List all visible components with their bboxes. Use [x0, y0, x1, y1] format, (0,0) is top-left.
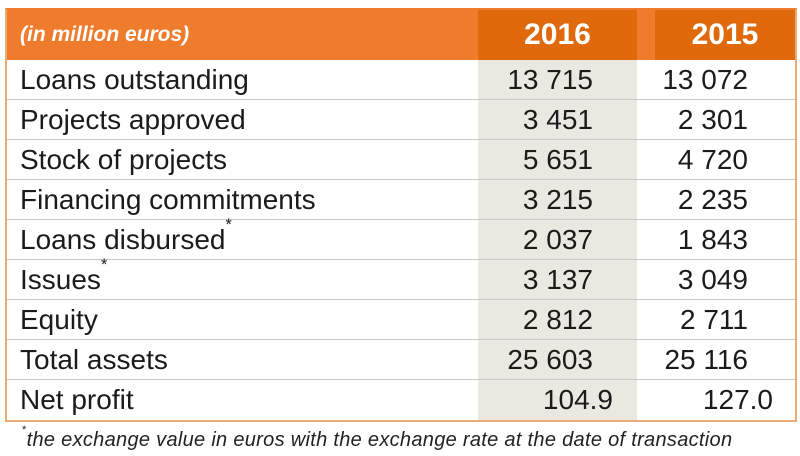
value-2015: 1 843 [677, 224, 748, 255]
value-2016: 3 215 [478, 180, 637, 219]
value-2016: 104.9 [478, 380, 637, 420]
column-gap [637, 380, 655, 420]
column-gap [637, 220, 655, 259]
table-footnote: *the exchange value in euros with the ex… [22, 424, 733, 452]
table-row: Loans outstanding 13 715 13 072 [7, 60, 795, 100]
value-2015: 25 116 [664, 344, 748, 375]
row-label-text: Net profit [20, 384, 134, 415]
value-2016: 2 037 [478, 220, 637, 259]
row-label: Stock of projects [7, 140, 478, 179]
row-label: Total assets [7, 340, 478, 379]
value-2015: 2 301 [677, 104, 748, 135]
column-gap [637, 300, 655, 339]
value-2015: 3 049 [677, 264, 748, 295]
financial-summary-table: (in million euros) 2016 2015 Loans outst… [5, 8, 797, 422]
asterisk-marker: * [225, 215, 232, 234]
table-row: Financing commitments 3 215 2 235 [7, 180, 795, 220]
header-column-2015: 2015 [655, 10, 795, 60]
value-2015: 13 072 [662, 64, 748, 95]
column-gap [637, 100, 655, 139]
row-label: Loans outstanding [7, 60, 478, 99]
row-label-text: Equity [20, 304, 98, 335]
value-2016: 3 137 [478, 260, 637, 299]
footnote-text: the exchange value in euros with the exc… [26, 429, 733, 451]
footnote-asterisk: * [22, 423, 27, 436]
header-column-gap [637, 10, 655, 60]
table-header-row: (in million euros) 2016 2015 [7, 10, 795, 60]
row-label-text: Stock of projects [20, 144, 227, 175]
row-label-text: Financing commitments [20, 184, 316, 215]
value-2016: 13 715 [478, 60, 637, 99]
value-2015: 2 711 [680, 304, 748, 335]
column-gap [637, 140, 655, 179]
asterisk-marker: * [100, 255, 108, 274]
row-label-text: Total assets [20, 344, 168, 375]
header-column-2016: 2016 [478, 10, 637, 60]
value-2016: 5 651 [478, 140, 637, 179]
table-row: Net profit 104.9 127.0 [7, 380, 795, 420]
row-label-text: Loans disbursed [20, 224, 226, 255]
row-label-text: Loans outstanding [20, 64, 249, 95]
row-label: Loans disbursed* [7, 217, 478, 259]
row-label: Net profit [7, 380, 478, 420]
row-label: Projects approved [7, 100, 478, 139]
table-row: Total assets 25 603 25 116 [7, 340, 795, 380]
column-gap [637, 340, 655, 379]
value-2016: 3 451 [478, 100, 637, 139]
row-label: Financing commitments [7, 180, 478, 219]
value-2015: 127.0 [702, 384, 773, 415]
table-row: Projects approved 3 451 2 301 [7, 100, 795, 140]
row-label: Equity [7, 300, 478, 339]
value-2015: 2 235 [677, 184, 748, 215]
table-row: Stock of projects 5 651 4 720 [7, 140, 795, 180]
header-unit-caption: (in million euros) [20, 23, 190, 46]
column-gap [637, 260, 655, 299]
table-row: Issues* 3 137 3 049 [7, 257, 795, 300]
column-gap [637, 60, 655, 99]
column-gap [637, 180, 655, 219]
row-label: Issues* [7, 257, 478, 299]
value-2016: 25 603 [478, 340, 637, 379]
value-2016: 2 812 [478, 300, 637, 339]
value-2015: 4 720 [677, 144, 748, 175]
table-row: Loans disbursed* 2 037 1 843 [7, 217, 795, 260]
row-label-text: Issues [20, 264, 101, 295]
table-row: Equity 2 812 2 711 [7, 300, 795, 340]
row-label-text: Projects approved [20, 104, 246, 135]
